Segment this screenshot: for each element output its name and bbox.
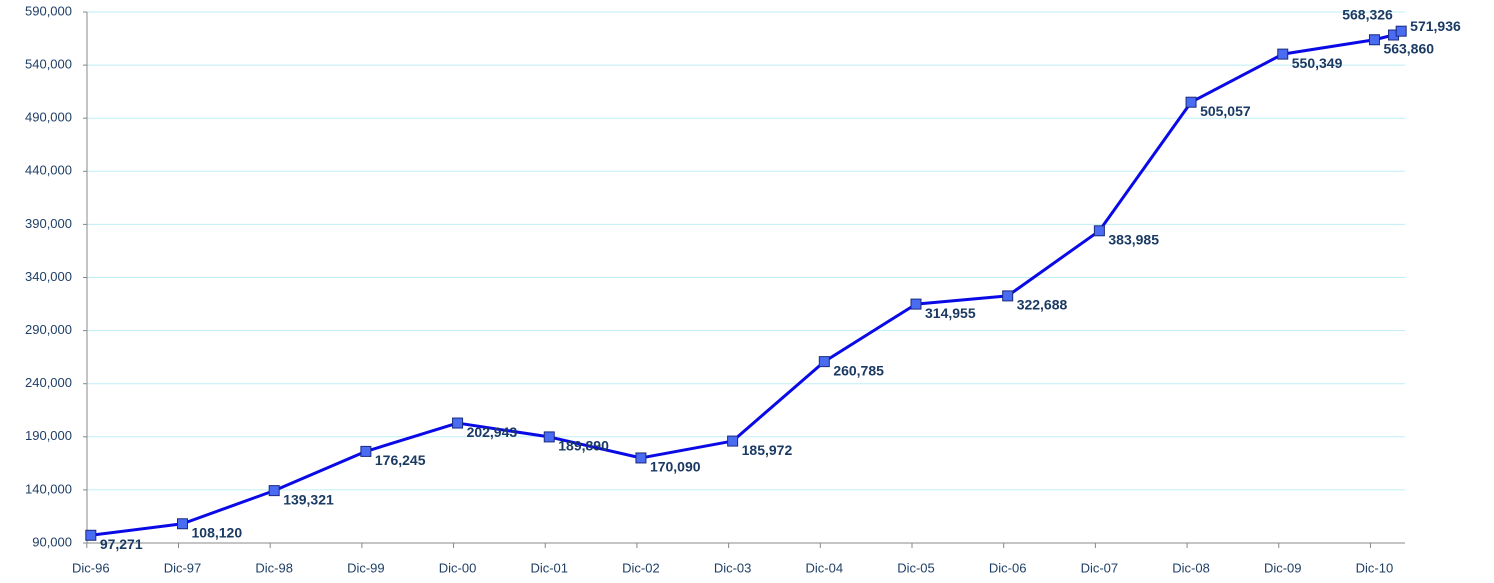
- y-tick-label: 590,000: [25, 3, 72, 18]
- marker: [360, 445, 372, 457]
- x-tick-label: Dic-09: [1264, 560, 1302, 575]
- x-tick-label: Dic-10: [1356, 560, 1394, 575]
- data-label: 108,120: [192, 524, 243, 540]
- marker: [1093, 225, 1105, 237]
- y-tick-label: 490,000: [25, 110, 72, 125]
- marker: [543, 431, 555, 443]
- marker: [177, 518, 189, 530]
- data-label: 571,936: [1410, 18, 1461, 34]
- marker: [452, 417, 464, 429]
- data-label: 322,688: [1017, 297, 1068, 313]
- x-tick-label: Dic-04: [806, 560, 844, 575]
- y-tick-label: 240,000: [25, 375, 72, 390]
- marker: [635, 452, 647, 464]
- data-label: 505,057: [1200, 103, 1251, 119]
- marker: [1277, 48, 1289, 60]
- data-label: 568,326: [1342, 7, 1393, 23]
- marker: [85, 529, 97, 541]
- data-label: 170,090: [650, 459, 701, 475]
- marker: [818, 356, 830, 368]
- y-tick-label: 440,000: [25, 163, 72, 178]
- y-tick-label: 190,000: [25, 428, 72, 443]
- marker: [727, 435, 739, 447]
- x-tick-label: Dic-02: [622, 560, 660, 575]
- data-label: 185,972: [742, 442, 793, 458]
- marker: [910, 298, 922, 310]
- data-label: 563,860: [1383, 40, 1434, 56]
- y-tick-label: 390,000: [25, 216, 72, 231]
- x-tick-label: Dic-01: [530, 560, 568, 575]
- data-label: 202,943: [467, 424, 518, 440]
- marker: [1368, 34, 1380, 46]
- data-label: 550,349: [1292, 55, 1343, 71]
- x-tick-label: Dic-98: [255, 560, 293, 575]
- x-tick-label: Dic-07: [1081, 560, 1119, 575]
- y-tick-label: 340,000: [25, 269, 72, 284]
- marker: [268, 485, 280, 497]
- data-label: 139,321: [283, 491, 334, 507]
- data-label: 189,890: [558, 438, 609, 454]
- x-tick-label: Dic-97: [164, 560, 202, 575]
- data-label: 97,271: [100, 536, 143, 552]
- x-tick-label: Dic-08: [1172, 560, 1210, 575]
- y-tick-label: 540,000: [25, 57, 72, 72]
- marker: [1002, 290, 1014, 302]
- x-tick-label: Dic-05: [897, 560, 935, 575]
- y-tick-label: 140,000: [25, 481, 72, 496]
- y-tick-label: 290,000: [25, 322, 72, 337]
- data-label: 383,985: [1108, 231, 1159, 247]
- data-label: 314,955: [925, 305, 976, 321]
- marker: [1395, 25, 1407, 37]
- x-tick-label: Dic-00: [439, 560, 477, 575]
- data-label: 176,245: [375, 452, 426, 468]
- data-label: 260,785: [833, 362, 884, 378]
- x-tick-label: Dic-96: [72, 560, 110, 575]
- x-tick-label: Dic-03: [714, 560, 752, 575]
- marker: [1185, 96, 1197, 108]
- x-tick-label: Dic-06: [989, 560, 1027, 575]
- x-tick-label: Dic-99: [347, 560, 385, 575]
- y-tick-label: 90,000: [32, 534, 72, 549]
